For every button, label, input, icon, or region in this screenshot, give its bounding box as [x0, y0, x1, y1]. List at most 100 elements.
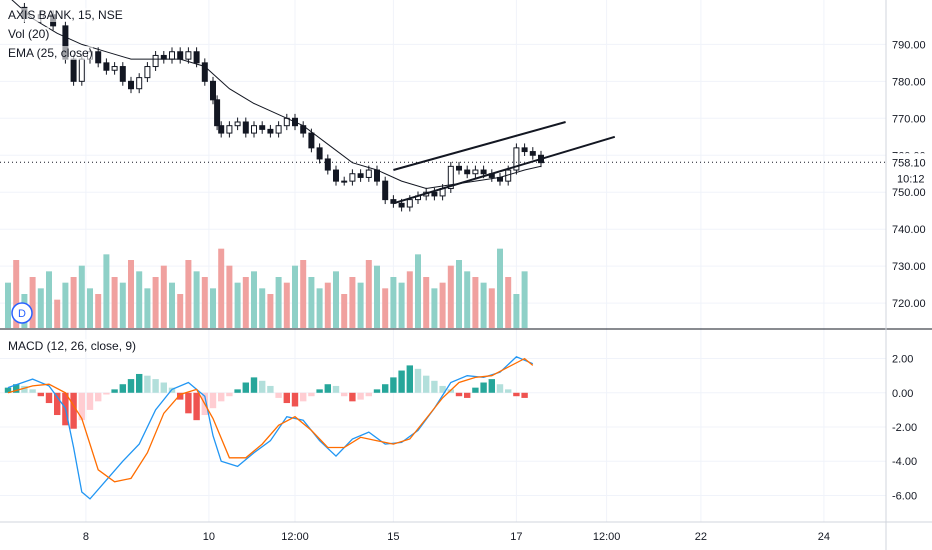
volume-bar [308, 277, 315, 328]
candle-body [193, 51, 200, 64]
dividend-letter: D [18, 308, 26, 320]
volume-bar [406, 271, 413, 328]
candle-body [447, 165, 454, 190]
ema-line [11, 0, 542, 190]
macd-hist-bar [505, 389, 512, 393]
macd-hist-bar [95, 392, 102, 402]
time-tick-label: 15 [387, 531, 399, 543]
channel-upper-line [393, 121, 566, 171]
macd-hist-bar [496, 384, 504, 393]
candle-body [521, 147, 528, 153]
channel-lower-line [393, 135, 616, 205]
macd-hist-bar [29, 389, 36, 393]
volume-bar [480, 282, 487, 328]
candle-body [431, 191, 438, 197]
macd-hist-bar [193, 392, 200, 421]
macd-hist-bar [300, 392, 307, 402]
volume-bar [456, 260, 462, 328]
macd-hist-bar [291, 392, 299, 407]
ema-legend[interactable]: EMA (25, close) [8, 46, 93, 60]
macd-tick-label: 0.00 [892, 388, 913, 400]
candle-body [152, 54, 159, 68]
candle-body [349, 173, 356, 182]
candle-body [185, 51, 192, 60]
price-tick-label: 780.00 [892, 76, 926, 88]
macd-legend[interactable]: MACD (12, 26, close, 9) [8, 339, 137, 353]
volume-bar [46, 271, 52, 328]
macd-histogram [4, 365, 528, 429]
current-price-badge: 758.10 10:12 [0, 153, 932, 188]
volume-bar [152, 277, 159, 328]
candle-body [111, 66, 118, 71]
candle-body [374, 169, 380, 182]
trend-channel[interactable] [393, 121, 616, 205]
ema-path [11, 0, 542, 190]
volume-bar [201, 277, 208, 328]
volume-bar [415, 254, 421, 328]
volume-bar [251, 271, 257, 328]
time-tick-label: 12:00 [593, 531, 621, 543]
time-tick-label: 22 [695, 531, 707, 543]
candle-body [390, 199, 397, 204]
macd-hist-bar [439, 385, 446, 393]
macd-hist-bar [283, 392, 290, 404]
macd-hist-bar [127, 379, 135, 393]
macd-hist-bar [472, 387, 479, 393]
current-price-label: 758.10 [892, 157, 926, 169]
volume-bar [193, 271, 200, 328]
macd-hist-bar [185, 392, 192, 414]
volume-bar [357, 282, 364, 328]
candle-body [357, 173, 364, 178]
macd-hist-bar [398, 370, 405, 393]
price-tick-label: 790.00 [892, 39, 926, 51]
macd-hist-bar [54, 392, 61, 416]
volume-bar [169, 282, 175, 328]
macd-hist-bar [4, 387, 12, 393]
macd-hist-bar [86, 392, 94, 410]
dividend-marker[interactable]: D [11, 302, 33, 324]
macd-hist-bar [136, 373, 143, 393]
volume-bar [128, 260, 134, 328]
time-tick-label: 24 [818, 531, 830, 543]
volume-bar [29, 277, 36, 328]
candle-body [365, 169, 372, 178]
candlesticks[interactable] [21, 2, 544, 212]
volume-bar [447, 265, 454, 328]
candle-body [136, 77, 143, 90]
candle-body [214, 99, 221, 127]
volume-bar [70, 277, 77, 328]
volume-bar [234, 282, 241, 328]
macd-hist-bar [365, 392, 372, 397]
candle-body [308, 132, 315, 149]
macd-hist-bar [37, 392, 44, 397]
volume-bar [218, 248, 225, 328]
volume-bar [210, 288, 216, 328]
volume-bar [521, 271, 528, 328]
macd-hist-bar [209, 392, 217, 409]
volume-bar [259, 288, 266, 328]
price-tick-label: 720.00 [892, 298, 926, 310]
symbol-legend[interactable]: AXIS BANK, 15, NSE [8, 8, 123, 22]
volume-bar [382, 288, 389, 328]
time-tick-label: 8 [83, 531, 89, 543]
macd-axis[interactable]: -6.00 -4.00 -2.00 0.00 2.00 [892, 354, 917, 503]
volume-bar [423, 277, 430, 328]
volume-bar [349, 277, 356, 328]
candle-body [78, 58, 85, 82]
macd-hist-bar [324, 384, 331, 393]
time-axis[interactable]: 8 10 12:00 15 17 12:00 22 24 [83, 531, 830, 543]
volume-bar [341, 294, 348, 328]
candle-body [169, 51, 175, 60]
macd-hist-bar [521, 392, 528, 398]
macd-hist-bar [218, 392, 225, 402]
candle-body [70, 58, 77, 82]
macd-line [7, 356, 534, 500]
macd-hist-bar [373, 389, 381, 393]
macd-hist-bar [332, 385, 340, 393]
dividend-badge[interactable] [11, 302, 33, 324]
macd-hist-bar [308, 392, 315, 397]
volume-bar [513, 294, 520, 328]
price-tick-label: 730.00 [892, 261, 926, 273]
volume-legend[interactable]: Vol (20) [8, 27, 50, 41]
